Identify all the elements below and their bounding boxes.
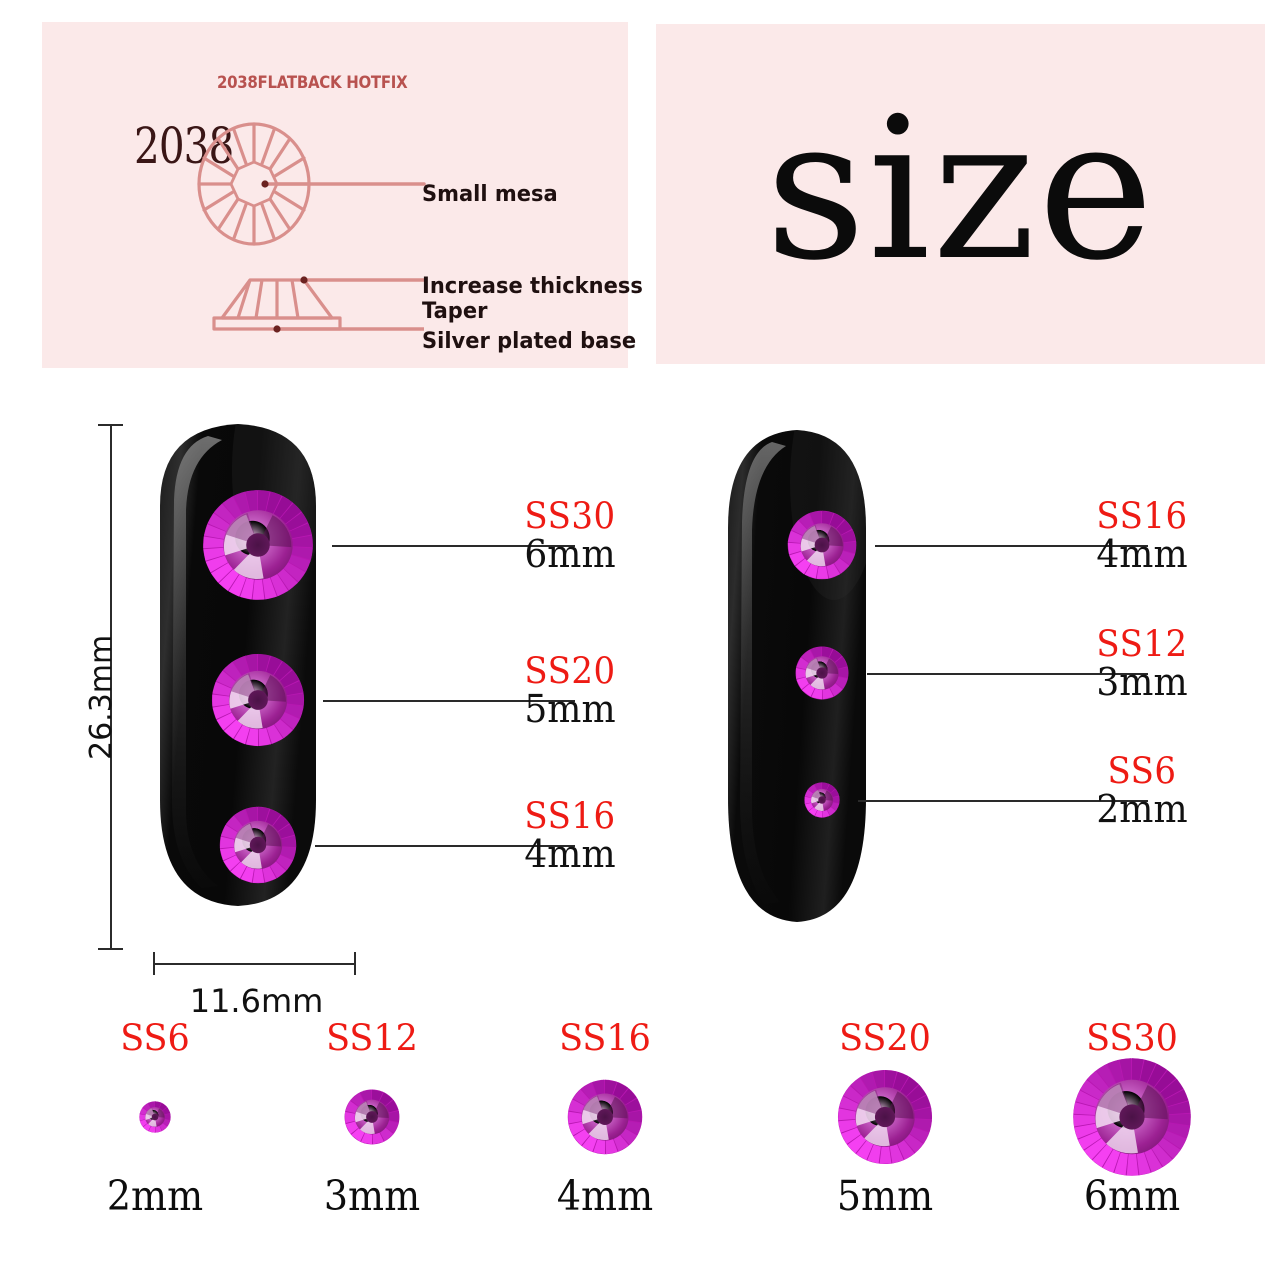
- width-dimension-line: [153, 963, 356, 965]
- nail-left-stone-ss16: [219, 806, 297, 884]
- base-anchor-dot: [273, 325, 281, 333]
- nail-left-gem-icon-ss16: [219, 806, 297, 884]
- swatch-ss16: SS16 4mm: [495, 1017, 715, 1220]
- swatch-ss6: SS6 2mm: [45, 1017, 265, 1220]
- mm-value: 4mm: [1096, 532, 1188, 577]
- size-title: size: [765, 75, 1156, 304]
- swatch-gem-holder: [775, 1057, 995, 1177]
- nail-left-label-ss30: SS30 6mm: [460, 495, 680, 577]
- ss-code: SS30: [524, 495, 616, 539]
- width-tick-left: [153, 952, 155, 975]
- width-tick-right: [354, 952, 356, 975]
- ss-code: SS16: [524, 795, 616, 839]
- swatch-mm-value: 5mm: [836, 1172, 934, 1220]
- size-title-panel: size: [656, 24, 1265, 364]
- nail-left-gloss: [172, 436, 222, 888]
- swatch-gem-icon-ss16: [567, 1079, 643, 1155]
- ss-code: SS6: [1107, 750, 1177, 794]
- mm-value: 4mm: [524, 832, 616, 877]
- nail-right-label-ss16: SS16 4mm: [1032, 495, 1252, 577]
- swatch-ss-code: SS6: [120, 1017, 190, 1060]
- mm-value: 2mm: [1096, 787, 1188, 832]
- nail-left-stone-ss30: [202, 489, 314, 601]
- thickness-anchor-dot: [300, 276, 308, 284]
- mm-value: 5mm: [524, 687, 616, 732]
- swatch-gem-holder: [262, 1057, 482, 1177]
- height-tick-top: [98, 424, 123, 426]
- nail-right-label-ss12: SS12 3mm: [1032, 623, 1252, 705]
- nail-left-stone-ss20: [211, 653, 305, 747]
- callout-small-mesa: Small mesa: [422, 181, 558, 207]
- width-dimension-label: 11.6mm: [189, 982, 324, 1020]
- flatback-diagram-panel: 2038FLATBACK HOTFIX 2038: [42, 22, 643, 368]
- swatch-gem-holder: [1022, 1057, 1242, 1177]
- nail-left-gem-icon-ss20: [211, 653, 305, 747]
- height-dimension-label: 26.3mm: [84, 634, 119, 760]
- nail-left-gem-icon-ss30: [203, 490, 313, 600]
- swatch-ss20: SS20 5mm: [775, 1017, 995, 1220]
- nail-left-label-ss20: SS20 5mm: [460, 650, 680, 732]
- swatch-mm-value: 4mm: [556, 1172, 654, 1220]
- nail-left-label-ss16: SS16 4mm: [460, 795, 680, 877]
- ss-code: SS20: [524, 650, 616, 694]
- swatch-ss12: SS12 3mm: [262, 1017, 482, 1220]
- nail-right-leader-ss16: [875, 545, 1148, 547]
- swatch-gem-icon-ss12: [344, 1089, 400, 1145]
- nail-right-gem-icon-ss16: [787, 510, 857, 580]
- swatch-ss-code: SS12: [326, 1017, 418, 1060]
- mm-value: 6mm: [524, 532, 616, 577]
- nail-right-gem-icon-ss6: [804, 782, 840, 818]
- ss-code: SS16: [1096, 495, 1188, 539]
- callout-taper: Taper: [422, 298, 488, 324]
- height-dimension-line: [110, 424, 112, 949]
- swatch-mm-value: 6mm: [1083, 1172, 1181, 1220]
- height-tick-bottom: [98, 948, 123, 950]
- swatch-mm-value: 3mm: [323, 1172, 421, 1220]
- nail-right-leader-ss12: [867, 673, 1148, 675]
- swatch-gem-icon-ss20: [837, 1069, 933, 1165]
- nail-left-leader-ss30: [332, 545, 575, 547]
- nail-right-stone-ss12: [795, 646, 849, 700]
- swatch-ss-code: SS30: [1086, 1017, 1178, 1060]
- callout-increase-thickness: Increase thickness: [422, 273, 643, 299]
- ss-code: SS12: [1096, 623, 1188, 667]
- swatch-mm-value: 2mm: [106, 1172, 204, 1220]
- callout-silver-plated-base: Silver plated base: [422, 328, 637, 354]
- mm-value: 3mm: [1096, 660, 1188, 705]
- swatch-gem-icon-ss6: [139, 1101, 171, 1133]
- nail-left-leader-ss16: [315, 845, 575, 847]
- nail-right-label-ss6: SS6 2mm: [1032, 750, 1252, 832]
- nail-right-stone-ss6: [804, 782, 840, 818]
- nail-right-leader-ss6: [858, 800, 1148, 802]
- nail-right-stone-ss16: [787, 510, 857, 580]
- swatch-ss-code: SS20: [839, 1017, 931, 1060]
- swatch-gem-holder: [45, 1057, 265, 1177]
- nail-right-gloss: [740, 442, 786, 904]
- mesa-anchor-dot: [261, 180, 269, 188]
- flatback-heading: 2038FLATBACK HOTFIX: [217, 72, 408, 93]
- swatch-ss30: SS30 6mm: [1022, 1017, 1242, 1220]
- swatch-ss-code: SS16: [559, 1017, 651, 1060]
- nail-left-leader-ss20: [323, 700, 575, 702]
- nail-right-gem-icon-ss12: [795, 646, 849, 700]
- swatch-gem-holder: [495, 1057, 715, 1177]
- swatch-gem-icon-ss30: [1073, 1058, 1191, 1176]
- flatback-structure-diagram: [197, 122, 426, 333]
